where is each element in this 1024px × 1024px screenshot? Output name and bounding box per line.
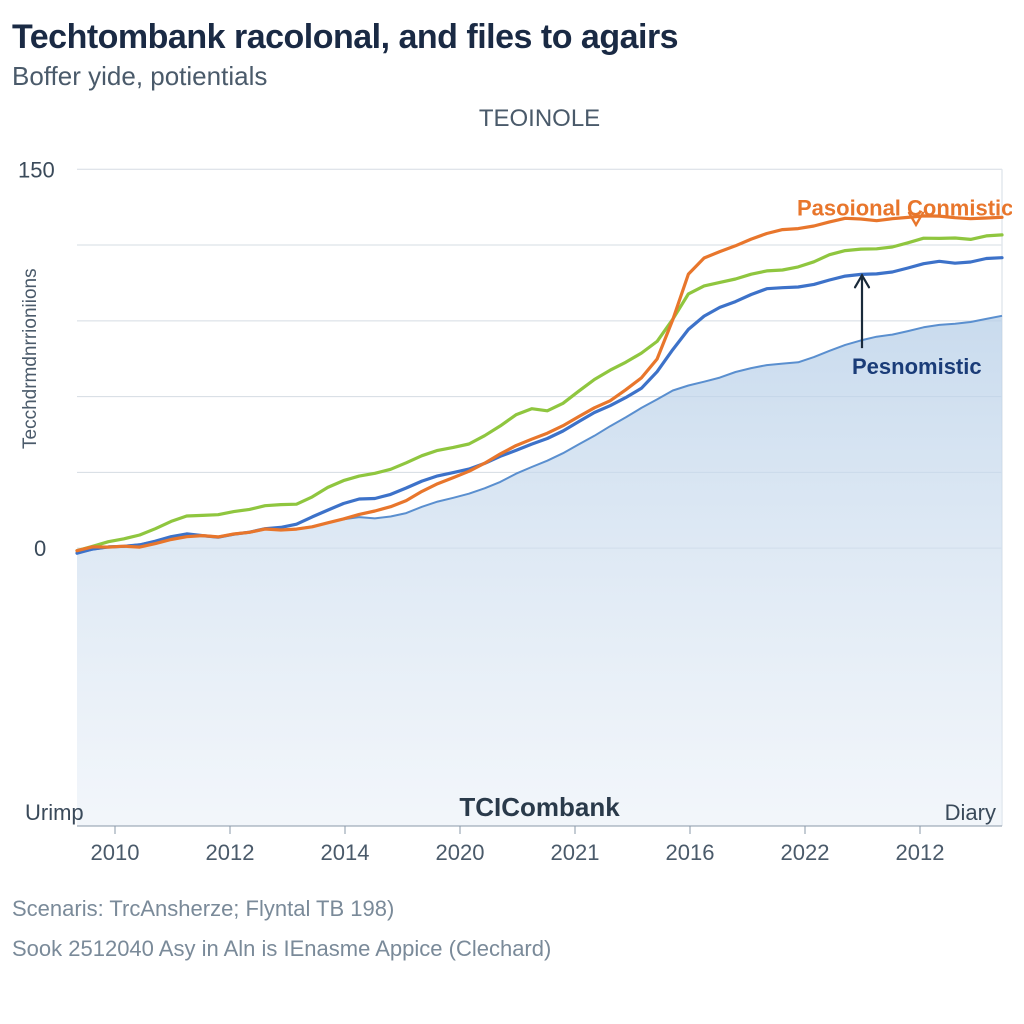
x-left-label: Urimp xyxy=(25,800,84,825)
x-tick-label: 2021 xyxy=(551,840,600,865)
footnote-line-2: Sook 2512040 Asy in Aln is IEnasme Appic… xyxy=(12,934,1012,964)
y-axis-label: Tecchdrmdnrrioniions xyxy=(20,268,41,449)
y-tick-150: 150 xyxy=(18,157,55,182)
x-center-label: TCICombank xyxy=(459,792,620,822)
area-fill xyxy=(77,316,1002,826)
chart-area: TEOINOLE 150 0 Tecchdrmdnrrioniions 2010 2012… xyxy=(12,104,1012,884)
x-tick-label: 2010 xyxy=(91,840,140,865)
x-tick-label: 2016 xyxy=(666,840,715,865)
chart-title: Techtombank racolonal, and files to agai… xyxy=(12,18,1012,57)
x-tick-label: 2012 xyxy=(896,840,945,865)
x-right-label: Diary xyxy=(945,800,996,825)
annotation-blue-label: Pesnomistic xyxy=(852,354,982,379)
x-tick-label: 2012 xyxy=(206,840,255,865)
x-tick-label: 2014 xyxy=(321,840,370,865)
x-tick-label: 2020 xyxy=(436,840,485,865)
y-tick-0: 0 xyxy=(34,536,46,561)
chart-upper-label: TEOINOLE xyxy=(479,105,600,132)
footnote-line-1: Scenaris: TrcAnsherze; Flyntal TB 198) xyxy=(12,894,1012,924)
x-tick-label: 2022 xyxy=(781,840,830,865)
chart-subtitle: Boffer yide, potientials xyxy=(12,61,1012,92)
annotation-orange-label: Pasoional Conmistic xyxy=(797,195,1012,220)
